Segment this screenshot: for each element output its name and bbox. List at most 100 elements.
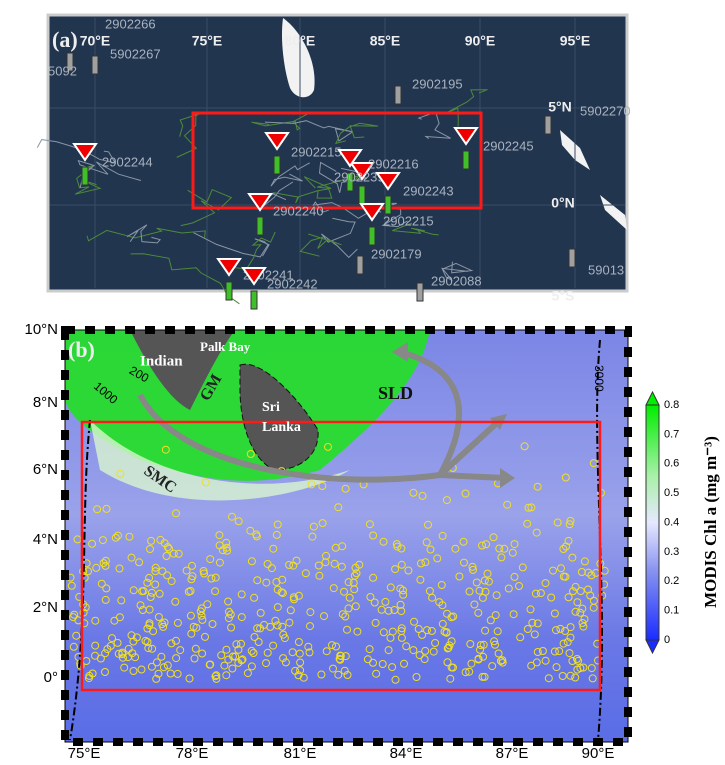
float-position [171, 597, 180, 606]
float-position [281, 658, 290, 667]
float-position [587, 664, 596, 673]
float-position [79, 608, 88, 617]
float [356, 255, 364, 275]
float-position [156, 535, 165, 544]
float-position [250, 593, 259, 602]
float [256, 216, 264, 236]
float-position [429, 647, 438, 656]
colorbar [645, 404, 660, 641]
float-position [299, 673, 308, 682]
float-position [172, 654, 181, 663]
float-position [147, 588, 156, 597]
float-position [152, 674, 161, 683]
float-position [423, 626, 431, 635]
float-position [476, 641, 485, 650]
float-position [478, 593, 487, 602]
float-position [318, 519, 327, 528]
float-position [286, 606, 295, 615]
float-position [417, 559, 425, 568]
float-position [157, 652, 166, 661]
lat-label: 0°N [551, 195, 575, 211]
float-position [314, 561, 323, 570]
y-tick-label: 6°N [33, 461, 58, 478]
float-position [510, 540, 519, 549]
float-position [72, 631, 81, 640]
float-position [566, 623, 575, 632]
float-position [246, 450, 255, 458]
float-position [331, 543, 340, 552]
float-position [568, 553, 577, 562]
float-position [437, 581, 446, 589]
float-position [486, 616, 495, 625]
float-position [151, 567, 160, 576]
place-label: SLD [378, 383, 413, 403]
float-position [215, 531, 224, 540]
float-position [483, 569, 492, 578]
float-position [371, 618, 380, 627]
float-position [101, 595, 110, 604]
float-position [353, 627, 362, 636]
float-position [337, 562, 346, 571]
float-position [92, 563, 101, 572]
float-position [388, 663, 397, 672]
float-position [397, 544, 406, 553]
lon-label: 80°E [285, 33, 316, 49]
float-position [289, 561, 298, 570]
float-position [566, 633, 575, 642]
float-position [110, 616, 119, 625]
float-position [341, 612, 350, 621]
float-position [555, 647, 564, 656]
float-position [206, 555, 215, 564]
float-marker [247, 193, 273, 212]
float-position [234, 645, 243, 654]
float-position [143, 578, 152, 587]
float-position [579, 622, 588, 631]
float-position [536, 589, 545, 598]
colorbar-tick: 0.8 [664, 399, 679, 411]
float-id: 2902239 [334, 169, 385, 184]
float-position [167, 577, 176, 586]
float-position [442, 496, 451, 505]
float-position [391, 565, 400, 574]
float-position [442, 628, 451, 637]
float [568, 248, 576, 268]
float-position [528, 618, 537, 627]
float-marker [264, 132, 290, 151]
float-position [329, 584, 338, 593]
float-position [338, 610, 347, 619]
float-positions [66, 442, 609, 684]
land [130, 330, 235, 410]
float-position [296, 658, 305, 667]
float-position [69, 642, 78, 651]
float-position [228, 664, 237, 673]
float-position [222, 543, 231, 552]
float-position [321, 558, 330, 567]
float-position [307, 480, 316, 489]
float-position [198, 615, 207, 624]
float-id: 2902215 [291, 144, 342, 159]
float-position [253, 624, 262, 633]
float-position [262, 578, 271, 587]
float-position [125, 532, 134, 541]
float-position [309, 522, 318, 531]
float-position [91, 616, 100, 625]
float [225, 281, 233, 301]
track [180, 188, 233, 227]
arrow-head [392, 342, 515, 488]
float-position [412, 673, 421, 681]
float-position [379, 628, 388, 637]
float-position [559, 545, 568, 553]
float-position [480, 672, 489, 681]
float-position [578, 604, 587, 613]
float-marker [72, 143, 98, 162]
float-position [396, 600, 405, 609]
float-position [352, 569, 361, 578]
float-position [190, 654, 199, 663]
float-id: 2902244 [102, 154, 153, 169]
float-id: 2902242 [267, 276, 318, 291]
float-position [114, 649, 123, 658]
float-position [516, 633, 525, 642]
float-position [478, 541, 486, 550]
float-marker [453, 127, 479, 146]
float-id: 2902088 [431, 273, 482, 288]
